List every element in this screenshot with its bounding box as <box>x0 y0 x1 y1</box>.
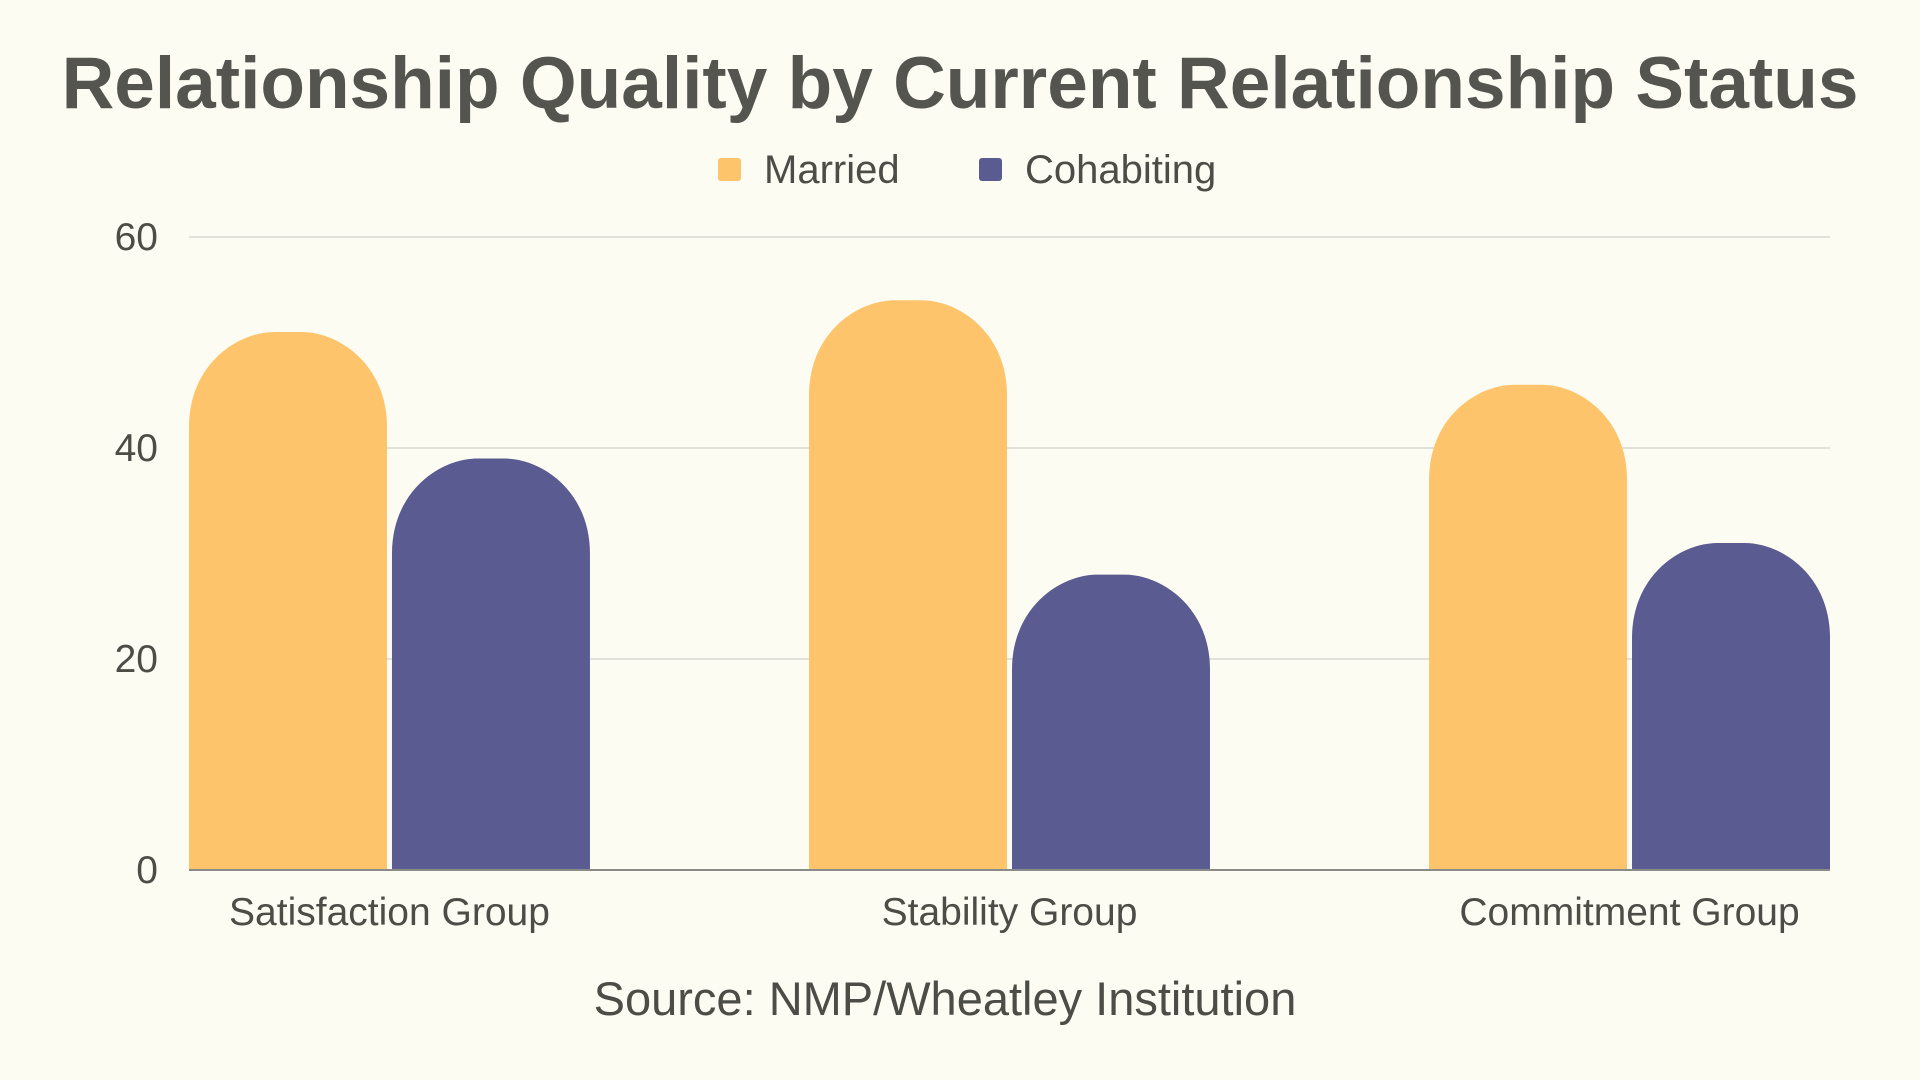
bar-married-1 <box>809 300 1007 870</box>
y-axis: 0 20 40 60 <box>115 216 158 892</box>
source-note: Source: NMP/Wheatley Institution <box>594 972 1297 1025</box>
y-tick-label: 60 <box>115 216 158 259</box>
x-axis: Satisfaction Group Stability Group Commitm… <box>229 891 1800 934</box>
legend-swatch-cohabiting <box>979 158 1002 181</box>
y-tick-label: 20 <box>115 638 158 681</box>
bars <box>189 300 1830 870</box>
bar-cohabiting-1 <box>1012 574 1210 870</box>
bar-married-0 <box>189 331 387 870</box>
x-tick-label: Satisfaction Group <box>229 891 550 934</box>
legend: Married Cohabiting <box>718 148 1216 192</box>
bar-married-2 <box>1429 384 1628 870</box>
chart-title: Relationship Quality by Current Relation… <box>62 43 1859 124</box>
y-tick-label: 40 <box>115 427 158 470</box>
legend-label-cohabiting: Cohabiting <box>1025 148 1216 192</box>
x-tick-label: Commitment Group <box>1459 891 1799 934</box>
legend-label-married: Married <box>764 148 900 192</box>
bar-cohabiting-2 <box>1632 542 1830 870</box>
y-tick-label: 0 <box>136 849 158 892</box>
x-tick-label: Stability Group <box>882 891 1138 934</box>
bar-cohabiting-0 <box>391 458 590 870</box>
legend-swatch-married <box>718 158 741 181</box>
